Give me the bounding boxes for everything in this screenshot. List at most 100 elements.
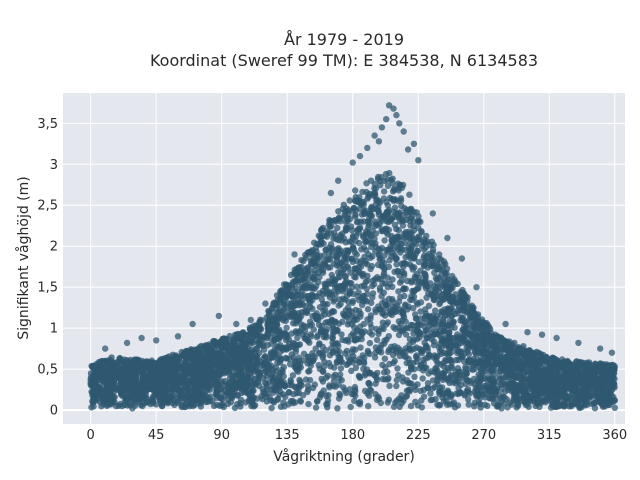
data-point (386, 360, 393, 368)
data-point (361, 387, 369, 395)
data-point (433, 353, 440, 361)
data-point (349, 299, 356, 306)
data-point (212, 390, 219, 397)
data-point (248, 402, 255, 410)
data-point (255, 373, 262, 380)
data-point (116, 356, 124, 363)
data-point (384, 368, 391, 375)
data-point (388, 253, 395, 260)
data-point (155, 393, 162, 400)
data-point (432, 285, 439, 292)
data-point (368, 331, 376, 338)
data-point (298, 325, 306, 332)
data-point (304, 388, 311, 396)
data-point (159, 381, 166, 388)
data-point (606, 380, 613, 387)
data-point (310, 326, 317, 333)
data-point (358, 335, 365, 343)
data-point (269, 351, 277, 358)
data-point (318, 296, 325, 303)
data-point (427, 396, 434, 404)
data-point (376, 198, 383, 205)
data-point (407, 325, 414, 332)
data-point (403, 377, 411, 384)
data-point (300, 291, 307, 299)
data-point (263, 380, 270, 388)
data-point (585, 363, 592, 371)
data-point (380, 260, 388, 267)
data-point (277, 296, 284, 303)
data-point (387, 307, 394, 314)
data-point (353, 251, 360, 258)
data-point (349, 330, 357, 337)
data-point (413, 352, 420, 359)
data-point (356, 401, 364, 408)
data-point (371, 185, 378, 192)
data-point (364, 261, 371, 268)
data-point (174, 398, 181, 405)
data-point (352, 187, 359, 194)
data-point (288, 351, 295, 358)
data-point (163, 357, 170, 364)
data-point (463, 345, 470, 352)
data-point (385, 374, 392, 382)
data-point (448, 363, 455, 370)
data-point (333, 347, 340, 354)
data-point (235, 381, 243, 388)
data-point (214, 401, 221, 408)
data-point (206, 352, 213, 360)
data-point (244, 349, 251, 356)
data-point (285, 388, 292, 396)
data-point (356, 297, 363, 304)
data-point (465, 401, 472, 408)
data-point (484, 387, 491, 394)
data-point (469, 304, 476, 312)
data-point (347, 403, 354, 411)
data-point (320, 261, 327, 268)
data-point (344, 280, 351, 287)
data-point (302, 376, 310, 383)
data-point (421, 262, 428, 269)
data-point (449, 272, 456, 280)
data-point (336, 375, 343, 382)
data-point (319, 378, 327, 385)
data-point (481, 401, 488, 408)
data-point (366, 215, 373, 222)
data-point (301, 307, 309, 314)
data-point (373, 374, 380, 381)
data-point (326, 352, 334, 359)
data-point (412, 311, 419, 318)
data-point (506, 346, 513, 353)
data-point (406, 341, 413, 348)
data-point (527, 358, 534, 365)
data-point (132, 391, 139, 398)
data-point (524, 376, 532, 383)
data-point (498, 395, 505, 402)
data-point (314, 398, 321, 405)
data-point (341, 273, 349, 281)
data-point (111, 385, 118, 392)
data-point (255, 378, 262, 385)
data-point (398, 202, 405, 210)
data-point (164, 371, 171, 379)
data-point (335, 251, 342, 258)
data-point (402, 318, 409, 325)
data-point (381, 355, 389, 362)
data-point (487, 336, 494, 343)
data-point (316, 252, 323, 259)
data-point (443, 270, 450, 277)
data-point (336, 354, 344, 361)
data-point (346, 386, 353, 393)
data-point (398, 268, 405, 275)
data-point (384, 283, 391, 291)
data-point (349, 290, 357, 297)
data-point (375, 252, 383, 259)
data-point (466, 390, 473, 397)
data-point (442, 313, 449, 320)
data-point (282, 336, 290, 344)
data-point (325, 392, 332, 399)
data-point (504, 404, 511, 411)
data-point (418, 397, 425, 404)
data-point (407, 402, 415, 410)
data-point (288, 382, 296, 389)
